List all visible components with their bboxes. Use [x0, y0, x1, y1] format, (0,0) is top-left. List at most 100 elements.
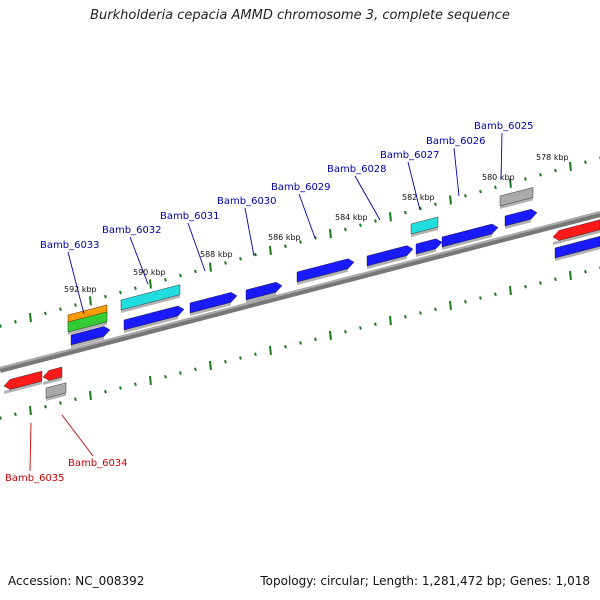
gene-bamb-6025: [504, 209, 538, 227]
inner-tick: [329, 330, 332, 341]
outer-tick: [569, 161, 572, 171]
inner-tick: [269, 345, 272, 356]
gene-label-bamb_6026: Bamb_6026: [426, 136, 486, 147]
inner-tick: [299, 341, 302, 345]
inner-tick: [419, 311, 422, 315]
inner-tick: [374, 322, 377, 327]
outer-tick: [314, 236, 317, 240]
inner-tick: [89, 390, 92, 401]
gene-labels: Bamb_6025 Bamb_6026 Bamb_6027 Bamb_6028 Bamb…: [5, 121, 534, 484]
accession-text: Accession: NC_008392: [8, 574, 145, 588]
gene-green-6033: [67, 311, 108, 333]
tick-label: 578 kbp: [536, 153, 569, 162]
gene-label-bamb_6033: Bamb_6033: [40, 240, 100, 251]
gene-bamb-6035: [3, 370, 43, 390]
gene-bamb-6028-shadow: [367, 255, 407, 269]
outer-tick: [134, 286, 137, 290]
outer-tick: [359, 223, 362, 227]
gene-label-bamb_6025: Bamb_6025: [474, 121, 534, 132]
gene-red-right: [552, 219, 600, 241]
gene-bamb-6030-shadow: [246, 292, 276, 303]
tick-label: 580 kbp: [482, 173, 515, 182]
gene-bamb-6027-shadow: [416, 248, 436, 257]
outer-tick: [554, 168, 557, 173]
gene-leader-line: [187, 222, 206, 272]
gene-leader-line: [29, 422, 32, 472]
outer-tick: [119, 290, 122, 295]
gene-leader-line: [61, 414, 94, 457]
outer-tick: [59, 307, 62, 311]
gene-bamb-6026: [441, 223, 499, 248]
gene-bamb-6028: [366, 245, 414, 267]
gene-label-bamb_6029: Bamb_6029: [271, 182, 331, 193]
inner-tick: [449, 300, 452, 311]
inner-tick: [104, 389, 107, 394]
map-title: Burkholderia cepacia AMMD chromosome 3, …: [90, 8, 510, 23]
tick-ring-inner: [0, 266, 600, 420]
inner-tick: [74, 397, 77, 402]
inner-tick: [539, 281, 542, 285]
gene-label-bamb_6028: Bamb_6028: [327, 164, 387, 175]
gene-bamb-6029: [296, 258, 355, 283]
gene-pseudo-6025-shadow: [500, 197, 533, 209]
outer-tick: [584, 160, 587, 164]
inner-tick: [524, 284, 527, 289]
tick-ring-outer: [0, 156, 600, 328]
inner-tick: [479, 296, 482, 300]
outer-tick: [74, 303, 77, 307]
inner-tick: [509, 285, 512, 296]
gene-label-bamb_6027: Bamb_6027: [380, 150, 440, 161]
outer-tick: [89, 296, 92, 306]
gene-bamb-6035-shadow: [4, 381, 42, 394]
gene-leader-line: [500, 132, 503, 181]
outer-tick: [374, 219, 377, 223]
outer-tick: [509, 178, 512, 188]
gene-bamb-6032-shadow: [124, 315, 178, 333]
inner-tick: [149, 375, 152, 386]
gene-label-bamb_6032: Bamb_6032: [102, 225, 162, 236]
gene-bamb-6034-shadow: [43, 377, 62, 385]
gene-blue-right-shadow: [555, 246, 600, 261]
gene-pseudo-6025: [499, 187, 534, 207]
tick-label: 592 kbp: [64, 285, 97, 294]
tick-label: 582 kbp: [402, 193, 435, 202]
gene-bamb-6031-shadow: [190, 302, 231, 316]
gene-label-bamb_6031: Bamb_6031: [160, 211, 220, 222]
topology-summary: Topology: circular; Length: 1,281,472 bp…: [260, 574, 590, 588]
gene-track: [3, 187, 600, 401]
outer-tick: [404, 210, 407, 215]
inner-tick: [584, 269, 587, 274]
gene-highlight-6032: [120, 284, 181, 311]
outer-tick: [494, 185, 497, 190]
inner-tick: [224, 359, 227, 364]
inner-tick: [344, 329, 347, 334]
outer-tick: [254, 252, 257, 257]
tick-label: 590 kbp: [133, 268, 166, 277]
inner-tick: [464, 299, 467, 304]
outer-tick: [224, 261, 227, 265]
gene-leader-line: [129, 236, 149, 285]
outer-tick: [449, 195, 452, 205]
outer-tick: [479, 189, 482, 194]
gene-leader-line: [298, 193, 316, 239]
outer-tick: [329, 229, 332, 239]
outer-tick: [464, 194, 467, 198]
gene-blue-right: [554, 236, 600, 259]
gene-leader-line: [244, 207, 255, 257]
tick-label: 588 kbp: [200, 250, 233, 259]
gene-bamb-6027: [415, 238, 443, 255]
gene-label-bamb_6034: Bamb_6034: [68, 458, 128, 469]
gene-leader-line: [354, 175, 381, 221]
gene-leader-line: [453, 147, 460, 197]
gene-bamb-6030: [245, 281, 283, 301]
chromosome-backbone-highlight: [0, 211, 600, 369]
gene-highlight-6027-shadow: [411, 226, 438, 237]
inner-tick: [254, 352, 257, 357]
inner-tick: [569, 270, 572, 281]
outer-tick: [104, 294, 107, 299]
inner-tick: [164, 374, 167, 379]
gene-bamb-6032: [123, 305, 185, 331]
inner-tick: [134, 382, 137, 387]
gene-bamb-6029-shadow: [297, 268, 348, 285]
outer-tick: [209, 262, 212, 272]
